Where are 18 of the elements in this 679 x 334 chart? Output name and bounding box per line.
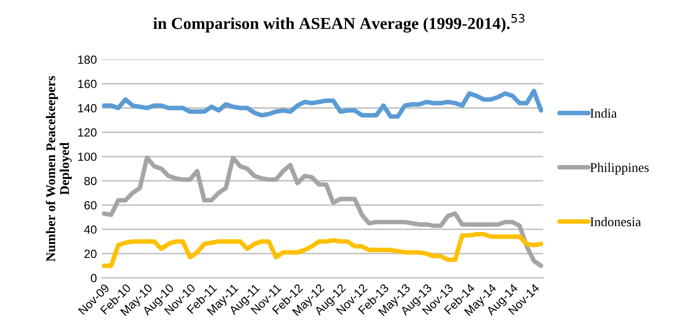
y-tick-label: 80 [84,176,97,186]
line-series [102,156,544,268]
legend-label: Philippines [590,162,649,175]
chart-title: in Comparison with ASEAN Average (1999-2014).$^{53}$ [153,14,524,33]
y-tick-label: 120 [78,128,97,137]
y-tick-label: 160 [78,80,97,88]
legend-label: India [590,108,617,118]
y-tick-label: 100 [78,152,97,161]
y-axis-title: Number of Women Peacekeepers Deployed [46,76,72,262]
legend-label: Indonesia [590,216,641,226]
line-series [102,88,544,119]
y-tick-label: 20 [84,250,97,258]
y-tick-label: 40 [84,225,97,234]
y-tick-label: 180 [78,55,97,64]
line-series [102,232,544,268]
y-tick-label: 60 [84,201,97,210]
y-tick-label: 0 [90,274,97,282]
y-tick-label: 140 [78,104,97,112]
